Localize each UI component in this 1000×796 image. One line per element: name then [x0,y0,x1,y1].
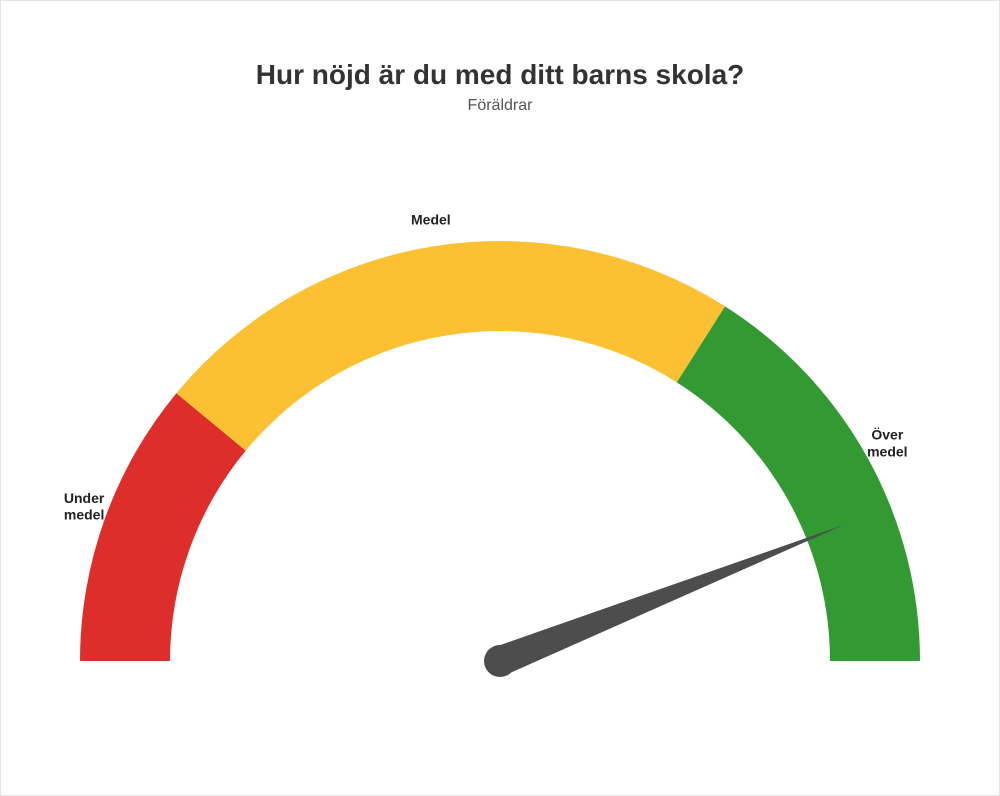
gauge-chart: Undermedel Medel Övermedel [20,181,980,687]
chart-title: Hur nöjd är du med ditt barns skola? [1,59,999,91]
gauge-segment-label-0: Undermedel [64,490,105,523]
gauge-segment-label-1: Medel [411,211,451,227]
gauge-segment-1 [176,241,725,451]
gauge-container: Undermedel Medel Övermedel [1,181,999,687]
chart-frame: Hur nöjd är du med ditt barns skola? För… [0,0,1000,796]
gauge-needle-hub [484,645,516,677]
gauge-needle [494,525,844,675]
gauge-segment-label-2: Övermedel [867,427,907,460]
chart-subtitle: Föräldrar [1,97,999,115]
gauge-segment-2 [677,306,920,661]
gauge-segment-0 [80,393,246,661]
